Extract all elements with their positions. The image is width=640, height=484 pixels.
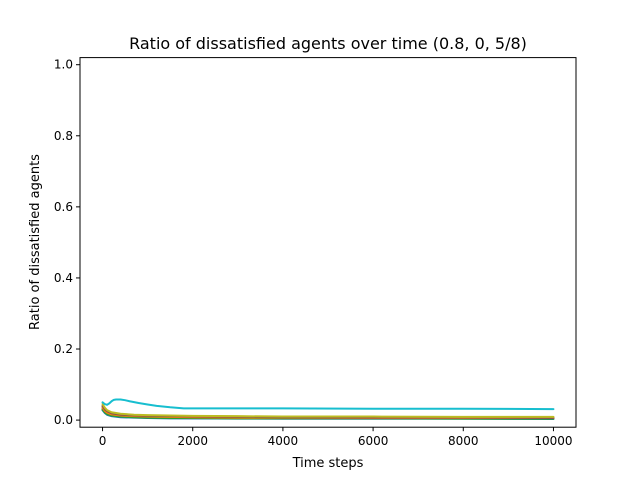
y-tick-label: 0.4 bbox=[54, 271, 73, 285]
x-tick-label: 10000 bbox=[534, 434, 572, 448]
x-axis-ticks: 0 2000 4000 6000 8000 10000 bbox=[99, 427, 573, 448]
series-line-1 bbox=[101, 398, 555, 411]
x-tick-label: 6000 bbox=[358, 434, 389, 448]
y-tick-label: 0.0 bbox=[54, 413, 73, 427]
y-tick-label: 0.2 bbox=[54, 342, 73, 356]
series-line-2 bbox=[101, 403, 555, 418]
x-tick-label: 8000 bbox=[448, 434, 479, 448]
y-tick-label: 0.8 bbox=[54, 129, 73, 143]
y-tick-label: 0.6 bbox=[54, 200, 73, 214]
y-axis-label: Ratio of dissatisfied agents bbox=[28, 154, 43, 330]
plot-series-group bbox=[101, 398, 555, 421]
y-tick-label: 1.0 bbox=[54, 58, 73, 72]
x-tick-label: 0 bbox=[99, 434, 107, 448]
y-axis-ticks: 0.0 0.2 0.4 0.6 0.8 1.0 bbox=[54, 58, 80, 427]
x-tick-label: 4000 bbox=[268, 434, 299, 448]
x-tick-label: 2000 bbox=[177, 434, 208, 448]
plot-frame bbox=[79, 57, 577, 428]
x-axis-label: Time steps bbox=[292, 456, 364, 471]
chart-title: Ratio of dissatisfied agents over time (… bbox=[129, 34, 527, 53]
